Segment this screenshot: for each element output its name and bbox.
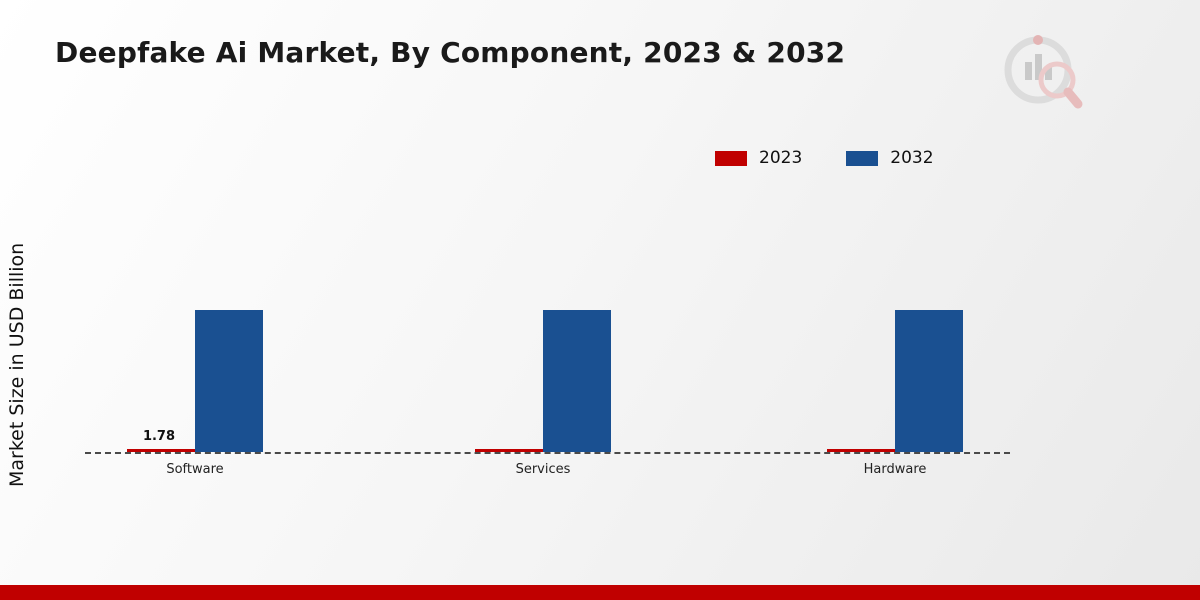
- footer-accent-strip: [0, 585, 1200, 600]
- bar-2023-software: [127, 449, 195, 452]
- bar-group-software: 1.78 Software: [127, 302, 263, 477]
- bar-2023-hardware: [827, 449, 895, 452]
- bar-2032-software: [195, 310, 263, 452]
- bar-group-hardware: Hardware: [827, 302, 963, 477]
- y-axis-label: Market Size in USD Billion: [6, 242, 28, 488]
- legend-swatch-2032: [846, 150, 879, 166]
- plot-area: 1.78 Software Services Hardware: [85, 302, 1010, 477]
- x-axis-baseline: [85, 452, 1010, 454]
- legend: 2023 2032: [715, 148, 934, 168]
- bar-2032-services: [543, 310, 611, 452]
- legend-label-2032: 2032: [890, 148, 934, 168]
- bar-2023-services: [475, 449, 543, 452]
- value-label-2023-software: 1.78: [142, 429, 176, 444]
- category-label-hardware: Hardware: [863, 462, 927, 477]
- legend-item-2032: 2032: [846, 148, 934, 168]
- category-label-software: Software: [166, 462, 224, 477]
- category-label-services: Services: [515, 462, 571, 477]
- bar-2032-hardware: [895, 310, 963, 452]
- bar-group-services: Services: [475, 302, 611, 477]
- legend-label-2023: 2023: [759, 148, 803, 168]
- brand-logo: [998, 28, 1090, 116]
- legend-swatch-2023: [715, 150, 747, 166]
- legend-item-2023: 2023: [715, 148, 802, 168]
- chart-title: Deepfake Ai Market, By Component, 2023 &…: [55, 36, 846, 69]
- bar-chart-magnifier-icon: [1004, 35, 1083, 109]
